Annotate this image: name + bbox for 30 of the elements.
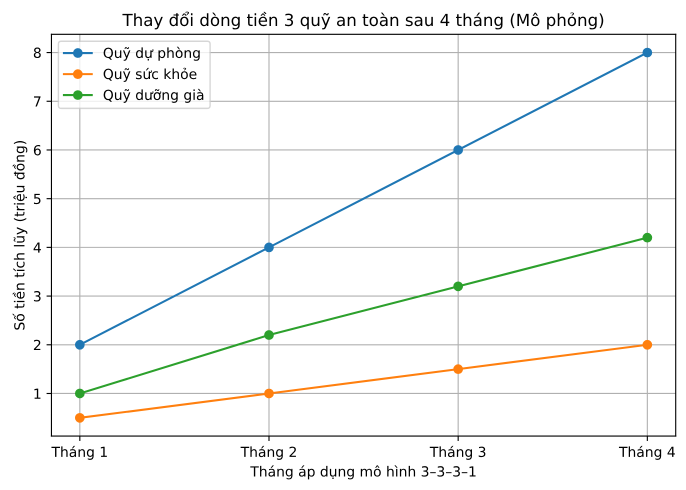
x-tick-label: Tháng 2: [240, 446, 296, 460]
point: [642, 48, 652, 58]
legend-label: Quỹ sức khỏe: [104, 68, 196, 82]
y-tick-label: 3: [34, 291, 41, 302]
point: [74, 388, 85, 398]
point: [642, 232, 652, 242]
x-axis-title: Tháng áp dụng mô hình 3–3–3–1: [250, 465, 476, 480]
x-tick-label: Tháng 1: [51, 446, 107, 460]
x-tick-label: Tháng 4: [618, 446, 675, 460]
legend-label: Quỹ dưỡng già: [104, 88, 204, 103]
point: [453, 281, 464, 292]
point: [453, 364, 464, 374]
point: [453, 145, 464, 155]
y-tick-label: 2: [34, 340, 40, 350]
y-tick-label: 6: [34, 144, 41, 156]
y-tick-label: 5: [34, 194, 41, 204]
point: [264, 388, 274, 398]
x-tick-label: Tháng 3: [430, 446, 486, 460]
y-axis-title: Số tiền tích lũy (triệu đồng): [12, 140, 28, 330]
chart-title: Thay đổi dòng tiền 3 quỹ an toàn sau 4 tháng (Mô phỏng): [122, 12, 604, 30]
y-tick-label: 8: [34, 48, 41, 58]
y-tick-label: 1: [34, 388, 40, 399]
y-tick-label: 4: [34, 242, 41, 253]
point: [74, 412, 85, 423]
point: [642, 340, 652, 350]
point: [74, 340, 85, 350]
point: [264, 330, 274, 340]
legend-label: Quỹ dự phòng: [104, 46, 200, 61]
point: [264, 242, 274, 252]
y-tick-label: 7: [34, 96, 41, 107]
